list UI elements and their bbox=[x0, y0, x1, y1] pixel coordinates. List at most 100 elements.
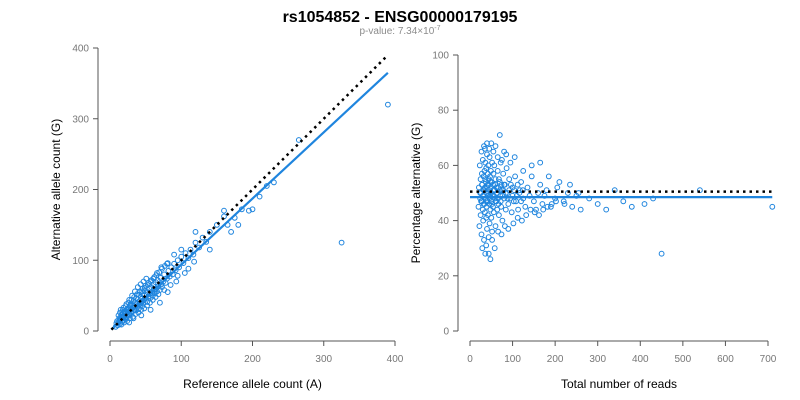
data-point bbox=[494, 168, 501, 174]
data-point bbox=[537, 181, 544, 188]
data-point bbox=[154, 288, 160, 295]
x-axis-label: Total number of reads bbox=[561, 377, 677, 391]
data-point bbox=[256, 193, 263, 200]
data-point bbox=[489, 237, 496, 243]
data-point bbox=[543, 187, 550, 194]
y-tick-label: 300 bbox=[72, 114, 89, 125]
subtitle-exponent: -7 bbox=[434, 25, 440, 32]
data-point bbox=[134, 284, 141, 291]
data-point bbox=[531, 198, 537, 205]
data-point bbox=[510, 198, 517, 205]
data-point bbox=[496, 212, 502, 219]
data-point bbox=[203, 239, 210, 245]
data-point bbox=[490, 148, 497, 155]
data-point bbox=[141, 305, 148, 312]
data-point bbox=[140, 278, 147, 285]
data-point bbox=[518, 198, 524, 205]
data-point bbox=[514, 181, 521, 188]
data-point bbox=[138, 312, 145, 319]
data-point bbox=[137, 281, 144, 288]
x-tick-label: 100 bbox=[504, 354, 521, 365]
x-tick-label: 700 bbox=[760, 354, 777, 365]
data-point bbox=[567, 181, 573, 188]
data-point bbox=[130, 315, 137, 322]
data-point bbox=[206, 246, 213, 253]
fit-line bbox=[110, 71, 389, 331]
data-point bbox=[508, 209, 515, 216]
data-point bbox=[476, 223, 483, 230]
data-point bbox=[491, 162, 498, 169]
data-point bbox=[385, 101, 391, 108]
data-point bbox=[486, 220, 493, 227]
data-point bbox=[138, 306, 145, 313]
data-point bbox=[483, 198, 490, 205]
data-point bbox=[658, 250, 665, 257]
data-point bbox=[475, 203, 482, 210]
chart-title: rs1054852 - ENSG00000179195 bbox=[283, 9, 518, 26]
data-point bbox=[246, 207, 252, 214]
data-point bbox=[477, 176, 484, 183]
data-point bbox=[171, 251, 178, 258]
data-point bbox=[488, 214, 495, 221]
data-point bbox=[490, 170, 497, 177]
data-point bbox=[206, 229, 213, 235]
data-point bbox=[533, 206, 539, 213]
data-point bbox=[594, 201, 601, 207]
data-point bbox=[497, 198, 504, 205]
x-tick-label: 300 bbox=[315, 354, 332, 365]
data-point bbox=[185, 255, 192, 262]
data-point bbox=[150, 275, 157, 282]
data-point bbox=[520, 168, 527, 174]
data-point bbox=[489, 228, 496, 235]
y-tick-label: 0 bbox=[443, 327, 449, 338]
data-point bbox=[556, 179, 563, 185]
data-point bbox=[485, 162, 492, 169]
x-tick-label: 500 bbox=[675, 354, 692, 365]
data-point bbox=[482, 176, 489, 183]
data-point bbox=[132, 311, 139, 317]
data-point bbox=[143, 275, 150, 282]
data-point bbox=[502, 190, 509, 196]
data-point bbox=[641, 201, 648, 207]
data-point bbox=[522, 203, 529, 210]
data-point bbox=[510, 220, 517, 227]
data-point bbox=[157, 299, 163, 306]
data-point bbox=[499, 217, 506, 224]
data-point bbox=[178, 253, 185, 260]
data-point bbox=[505, 226, 512, 232]
data-point bbox=[560, 198, 567, 205]
data-point bbox=[181, 270, 188, 276]
data-point bbox=[548, 201, 555, 207]
data-point bbox=[139, 288, 146, 295]
data-point bbox=[492, 143, 499, 150]
data-point bbox=[531, 209, 538, 216]
data-point bbox=[136, 292, 143, 298]
data-point bbox=[536, 212, 542, 219]
data-point bbox=[164, 260, 171, 267]
panel-percentage-alternative: 0 100 200 300 400 500 600 700 0 20 40 60 80 100 Total … bbox=[409, 51, 777, 392]
data-point bbox=[176, 264, 183, 271]
data-point bbox=[178, 246, 185, 253]
data-point bbox=[527, 206, 534, 213]
data-point bbox=[511, 154, 518, 161]
y-tick-label: 40 bbox=[438, 216, 450, 227]
data-point bbox=[147, 278, 154, 285]
data-point bbox=[249, 206, 256, 213]
data-point bbox=[173, 278, 180, 285]
data-point bbox=[498, 203, 505, 210]
chart-subtitle: p-value: 7.34×10-7 bbox=[359, 25, 440, 37]
data-point bbox=[502, 206, 509, 213]
data-point bbox=[503, 165, 510, 172]
subtitle-prefix: p-value: 7.34×10 bbox=[359, 26, 434, 37]
data-point bbox=[484, 226, 490, 232]
data-point bbox=[484, 140, 490, 147]
data-point bbox=[561, 201, 568, 207]
data-point bbox=[155, 291, 162, 298]
data-point bbox=[506, 176, 513, 183]
data-point bbox=[496, 176, 502, 183]
data-point bbox=[553, 198, 559, 205]
data-point bbox=[490, 203, 496, 210]
data-point bbox=[603, 206, 610, 213]
data-point bbox=[127, 301, 134, 308]
data-point bbox=[126, 319, 133, 326]
